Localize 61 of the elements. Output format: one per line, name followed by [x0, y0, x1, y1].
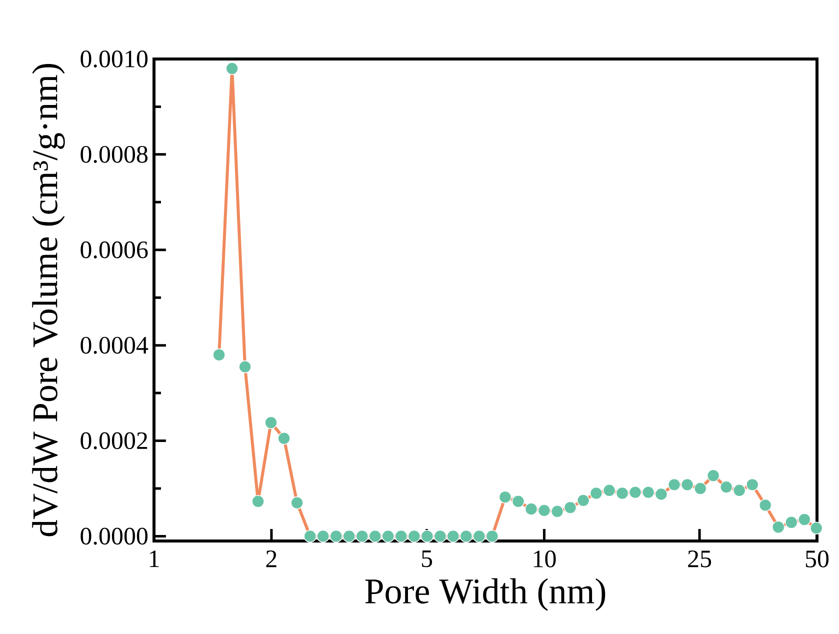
point: [498, 490, 512, 504]
point: [304, 530, 317, 543]
point: [668, 478, 681, 492]
y-tick-label: 0.0010: [80, 50, 148, 68]
point: [408, 530, 421, 543]
point: [772, 520, 785, 534]
y-tick-label: 0.0006: [80, 241, 148, 258]
point: [746, 478, 759, 492]
point: [512, 494, 525, 508]
point: [472, 530, 486, 543]
y-axis-title: dV/dW Pore Volume (cm³/g·nm): [32, 64, 65, 536]
y-tick-label: 0.0000: [80, 528, 148, 545]
point: [720, 480, 733, 494]
point: [252, 494, 264, 508]
y-tick-label: 0.0002: [80, 432, 148, 450]
point: [706, 469, 720, 482]
x-tick-label: 50: [806, 550, 829, 568]
point: [434, 530, 447, 543]
point: [524, 502, 538, 516]
point: [486, 530, 499, 543]
point: [290, 496, 304, 510]
point: [238, 360, 252, 374]
point: [810, 522, 823, 534]
x-tick-label: 25: [688, 550, 712, 568]
point: [758, 498, 772, 512]
point: [538, 504, 551, 517]
point: [680, 478, 694, 492]
point: [316, 530, 330, 543]
point: [420, 530, 434, 543]
point: [330, 530, 343, 543]
point: [394, 530, 408, 543]
point: [798, 513, 811, 526]
point: [212, 348, 226, 362]
y-tick-label: 0.0004: [80, 336, 148, 354]
point: [654, 488, 668, 501]
point: [342, 530, 356, 543]
point: [564, 501, 577, 514]
point: [368, 530, 382, 543]
point: [576, 494, 590, 507]
x-tick-label: 2: [266, 550, 276, 568]
point: [550, 505, 564, 518]
point: [628, 486, 642, 499]
x-tick-label: 5: [422, 550, 432, 568]
point: [602, 484, 616, 497]
point: [694, 482, 707, 495]
point: [446, 530, 460, 543]
point: [590, 486, 603, 500]
y-tick-label: 0.0008: [80, 146, 148, 163]
point: [226, 62, 238, 75]
x-tick-label: 1: [150, 550, 159, 568]
x-tick-label: 10: [534, 550, 556, 568]
point: [732, 484, 746, 497]
point: [382, 530, 395, 543]
point: [784, 516, 798, 529]
point: [642, 486, 655, 499]
point: [356, 530, 369, 543]
x-axis-title: Pore Width (nm): [365, 578, 606, 611]
point: [278, 432, 290, 445]
point: [264, 416, 278, 430]
point: [460, 530, 473, 543]
point: [616, 486, 629, 500]
